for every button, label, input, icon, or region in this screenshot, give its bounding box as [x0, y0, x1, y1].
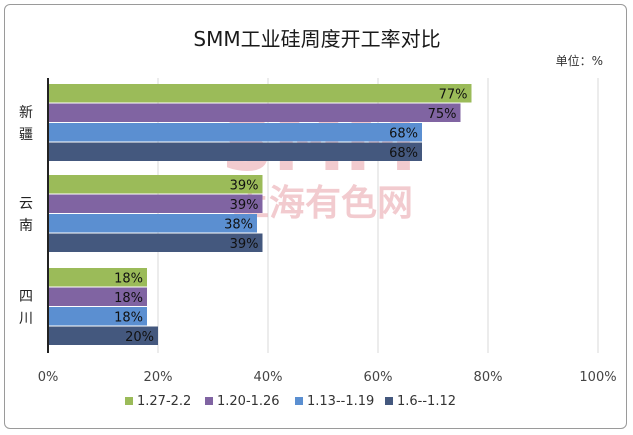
legend-entry: 1.6--1.12 [397, 394, 456, 409]
data-label: 39% [230, 237, 259, 252]
legend: 1.27-2.2 1.20-1.26 1.13--1.19 1.6--1.12 [125, 394, 456, 409]
bar [48, 214, 257, 233]
legend-swatch [385, 397, 393, 405]
bar [48, 268, 147, 287]
bar [48, 142, 422, 161]
bar [48, 123, 422, 142]
bar [48, 194, 263, 213]
legend-entry: 1.13--1.19 [307, 394, 374, 409]
data-label: 18% [114, 272, 143, 287]
x-tick-label: 100% [579, 370, 616, 385]
data-label: 68% [389, 146, 418, 161]
bar [48, 84, 472, 103]
bar [48, 287, 147, 306]
legend-entry: 1.27-2.2 [137, 394, 191, 409]
bars: 77% 75% 68% 68% 39% 39% 38% 39% 18% 18% 18% 20% [48, 84, 472, 345]
bar [48, 175, 263, 194]
bar [48, 233, 263, 252]
x-tick-label: 0% [38, 370, 59, 385]
legend-swatch [205, 397, 213, 405]
bar-chart: SMM 上海有色网 77%75%68%68%39%39%38%39%18%18%… [19, 27, 617, 409]
legend-swatch [295, 397, 303, 405]
data-label: 38% [224, 218, 253, 233]
chart-frame: SMM 上海有色网 77%75%68%68%39%39%38%39%18%18%… [4, 4, 627, 429]
x-tick-label: 40% [254, 370, 283, 385]
watermark-text: 上海有色网 [233, 183, 413, 224]
chart-title: SMM工业硅周度开工率对比 [193, 27, 440, 51]
data-label: 18% [114, 311, 143, 326]
category-label: 云南 [19, 196, 33, 234]
legend-entry: 1.20-1.26 [217, 394, 280, 409]
data-label: 39% [230, 198, 259, 213]
data-label: 39% [230, 179, 259, 194]
x-tick-label: 60% [364, 370, 393, 385]
category-label: 四川 [19, 289, 33, 327]
bar [48, 326, 158, 345]
category-label: 新疆 [19, 105, 33, 143]
data-label: 20% [125, 330, 154, 345]
x-tick-label: 80% [474, 370, 503, 385]
data-label: 77% [439, 88, 468, 103]
x-tick-label: 20% [144, 370, 173, 385]
data-label: 75% [428, 107, 457, 122]
bar [48, 307, 147, 326]
bar [48, 103, 461, 122]
data-label: 68% [389, 127, 418, 142]
unit-label: 单位：% [556, 53, 603, 68]
x-tick-labels: 0% 20% 40% 60% 80% 100% [38, 370, 617, 385]
legend-swatch [125, 397, 133, 405]
data-label: 18% [114, 291, 143, 306]
